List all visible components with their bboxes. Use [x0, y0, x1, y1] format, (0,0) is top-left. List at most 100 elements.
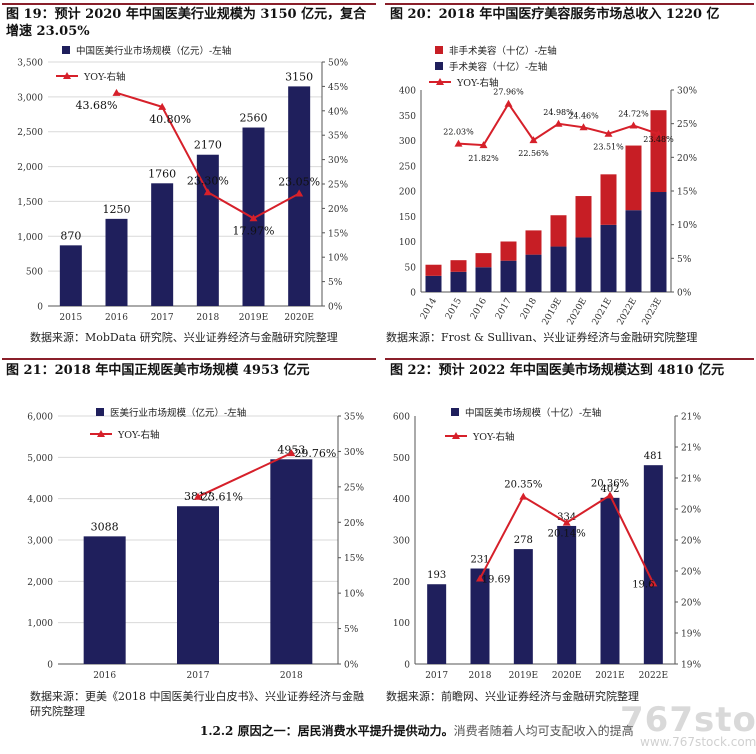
- yoy-point: [562, 518, 571, 526]
- y-left-tick-label: 250: [399, 162, 416, 172]
- bar: [450, 271, 467, 292]
- bar: [59, 245, 82, 306]
- yoy-data-label: 22.56%: [518, 149, 549, 158]
- y-right-tick-label: 25%: [344, 483, 364, 493]
- yoy-point: [287, 449, 296, 457]
- y-left-tick-label: 0: [404, 661, 410, 671]
- y-left-tick-label: 400: [399, 87, 416, 97]
- bar: [643, 465, 663, 664]
- bar: [625, 145, 642, 211]
- yoy-data-label: 23.51%: [593, 143, 624, 152]
- bar: [525, 254, 542, 292]
- y-left-tick-label: 400: [393, 495, 410, 505]
- x-tick-label: 2021E: [591, 297, 614, 328]
- y-right-tick-label: 19%: [681, 630, 701, 640]
- chart-22-source: 数据来源：前瞻网、兴业证券经济与金融研究院整理: [386, 690, 639, 703]
- y-right-tick-label: 25%: [328, 181, 348, 191]
- y-left-tick-label: 5,000: [27, 454, 53, 464]
- bar: [83, 536, 126, 664]
- footer-rest: 消费者随着人均可支配收入的提高: [453, 724, 634, 738]
- yoy-point: [194, 492, 202, 500]
- y-right-tick-label: 30%: [677, 87, 697, 97]
- yoy-data-label: 23.61%: [201, 491, 243, 504]
- y-left-tick-label: 300: [399, 137, 416, 147]
- y-left-tick-label: 3,000: [17, 93, 43, 103]
- yoy-point: [579, 123, 588, 131]
- y-right-tick-label: 20%: [344, 519, 364, 529]
- y-left-tick-label: 100: [393, 619, 410, 629]
- bar-data-label: 2170: [194, 139, 222, 152]
- y-left-tick-label: 500: [393, 454, 410, 464]
- bar-data-label: 1760: [148, 167, 176, 180]
- bar: [177, 506, 219, 664]
- bar: [196, 154, 219, 306]
- y-left-tick-label: 2,000: [17, 163, 43, 173]
- legend-marker: [63, 72, 71, 79]
- y-left-tick-label: 6,000: [27, 413, 53, 423]
- x-tick-label: 2023E: [641, 297, 664, 328]
- y-right-tick-label: 20%: [681, 537, 701, 547]
- yoy-data-label: 19.6: [632, 579, 654, 590]
- yoy-point: [295, 189, 304, 197]
- x-tick-label: 2021E: [595, 671, 624, 681]
- x-tick-label: 2018: [469, 671, 492, 681]
- x-tick-label: 2020E: [552, 671, 581, 681]
- chart-22-title: 图 22：预计 2022 年中国医美市场规模达到 4810 亿元: [390, 363, 725, 378]
- bar: [500, 241, 517, 261]
- yoy-data-label: 20.14%: [548, 529, 586, 540]
- chart-22: 0 100 200 300 400 500 600 19% 19% 20% 20% 20% 20% 21%…: [385, 398, 754, 686]
- yoy-data-label: 21.82%: [468, 154, 499, 163]
- chart-20: 0 50 100 150 200 250 300 350 400 0% 5% 10% 15% 20% 25%…: [385, 44, 754, 334]
- y-right-tick-label: 10%: [328, 254, 348, 264]
- x-tick-label: 2020E: [566, 297, 589, 328]
- y-right-tick-label: 5%: [328, 278, 343, 288]
- x-tick-label: 2018: [280, 671, 303, 681]
- watermark: 767stock.com: [620, 700, 756, 740]
- x-tick-label: 2018: [519, 296, 539, 321]
- y-left-tick-label: 0: [37, 303, 43, 313]
- bar: [151, 183, 174, 306]
- y-right-tick-label: 10%: [677, 221, 697, 231]
- yoy-data-label: 23.48%: [643, 135, 674, 144]
- bar: [525, 230, 542, 255]
- yoy-data-label: 23.05%: [278, 176, 320, 189]
- y-left-tick-label: 2,000: [27, 578, 53, 588]
- y-left-tick-label: 2,500: [17, 128, 43, 138]
- yoy-data-label: 40.80%: [149, 113, 191, 126]
- y-right-tick-label: 50%: [328, 59, 348, 69]
- legend-swatch: [451, 408, 459, 416]
- x-tick-label: 2022E: [639, 671, 668, 681]
- bar: [550, 246, 567, 292]
- x-tick-label: 2017: [151, 313, 174, 323]
- y-right-tick-label: 21%: [681, 475, 701, 485]
- x-tick-label: 2018: [196, 313, 219, 323]
- x-tick-label: 2016: [93, 671, 116, 681]
- bar: [500, 260, 517, 292]
- yoy-data-label: 20.35%: [504, 480, 542, 491]
- y-right-tick-label: 30%: [344, 448, 364, 458]
- bar-data-label: 870: [60, 229, 81, 242]
- y-right-tick-label: 21%: [681, 413, 701, 423]
- chart-20-source: 数据来源：Frost & Sullivan、兴业证券经济与金融研究院整理: [386, 331, 698, 344]
- legend-marker: [436, 78, 444, 85]
- y-left-tick-label: 200: [399, 188, 416, 198]
- yoy-point: [249, 214, 258, 222]
- bar-data-label: 3088: [91, 520, 119, 533]
- bar: [475, 253, 492, 268]
- bar: [427, 584, 447, 664]
- y-right-tick-label: 20%: [328, 205, 348, 215]
- legend-label: YOY-右轴: [117, 429, 160, 441]
- legend-marker: [97, 430, 105, 437]
- legend-swatch: [435, 46, 443, 54]
- chart-19-title: 图 19：预计 2020 年中国医美行业规模为 3150 亿元，复合增速 23.…: [6, 7, 367, 39]
- legend-label: YOY-右轴: [456, 77, 499, 89]
- bar: [600, 497, 620, 664]
- legend-label: 手术美容（十亿）-左轴: [449, 61, 547, 73]
- y-left-tick-label: 300: [393, 537, 410, 547]
- bar: [650, 110, 667, 193]
- y-right-tick-label: 25%: [677, 120, 697, 130]
- yoy-point: [454, 139, 463, 147]
- y-right-tick-label: 0%: [328, 303, 343, 313]
- yoy-point: [519, 492, 528, 500]
- yoy-point: [606, 491, 614, 499]
